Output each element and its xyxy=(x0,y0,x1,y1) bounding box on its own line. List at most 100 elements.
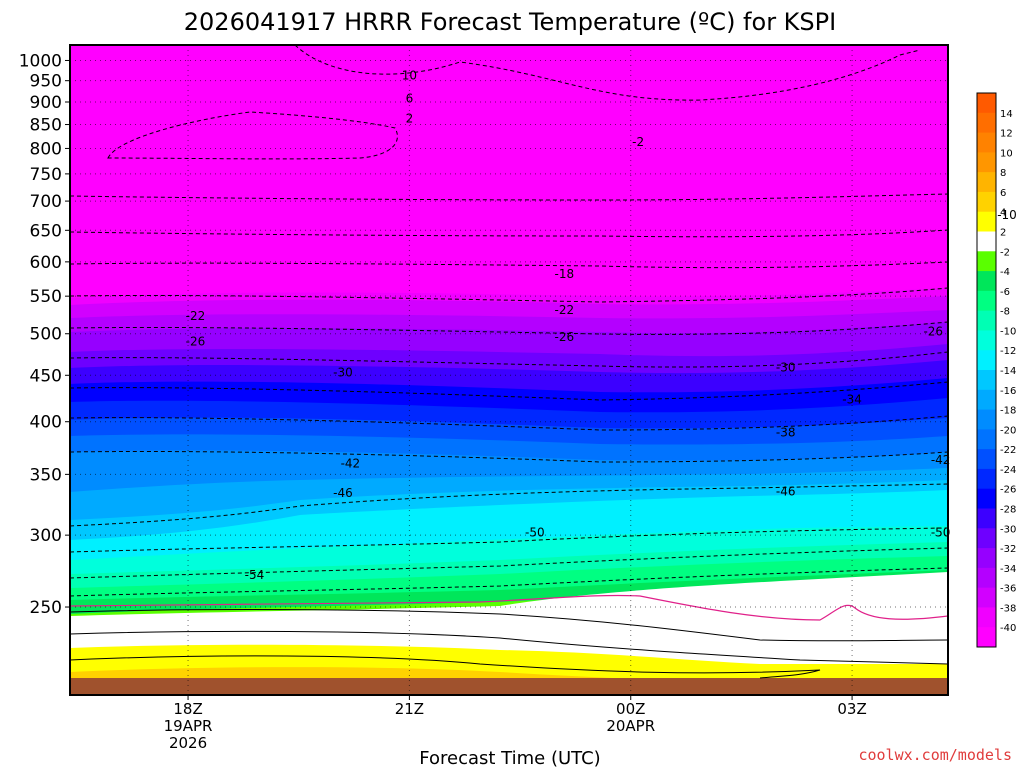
colorbar-label: 14 xyxy=(1000,109,1013,120)
contour-label: -42 xyxy=(931,453,951,467)
colorbar-swatch xyxy=(977,93,996,114)
colorbar-swatch xyxy=(977,251,996,272)
colorbar-swatch xyxy=(977,191,996,213)
colorbar-label: 2 xyxy=(1000,228,1006,239)
colorbar-label: 6 xyxy=(1000,188,1006,199)
contour-label: -10 xyxy=(997,208,1017,222)
colorbar-swatch xyxy=(977,468,996,490)
colorbar-label: -4 xyxy=(1000,267,1010,278)
colorbar-swatch xyxy=(977,370,996,391)
colorbar-label: -34 xyxy=(1000,564,1016,575)
credit-text: coolwx.com/models xyxy=(858,746,1012,764)
y-tick-label: 950 xyxy=(30,72,62,92)
contour-labels: -50-54-50-50-46-46-46-42-42-38-38-34-30-… xyxy=(186,68,1017,582)
contour-label: -42 xyxy=(341,456,361,470)
colorbar-swatch xyxy=(977,389,996,411)
x-tick-label: 20APR xyxy=(606,717,655,735)
y-tick-label: 750 xyxy=(30,165,62,185)
contour-label: -22 xyxy=(186,309,206,323)
chart-title: 2026041917 HRRR Forecast Temperature (ºC… xyxy=(184,8,836,36)
contour-label: -54 xyxy=(245,568,265,582)
y-tick-label: 550 xyxy=(30,287,62,307)
isotherm-6 xyxy=(70,630,948,665)
contour-label: -34 xyxy=(842,393,862,407)
colorbar-label: -14 xyxy=(1000,366,1016,377)
colorbar-swatch xyxy=(977,488,996,509)
colorbar-swatch xyxy=(977,409,996,430)
colorbar-label: 10 xyxy=(1000,148,1013,159)
contour-label: -2 xyxy=(632,135,644,149)
colorbar-label: -36 xyxy=(1000,584,1016,595)
contour-label: -30 xyxy=(776,360,796,374)
isotherm-minus18 xyxy=(70,450,948,463)
y-tick-label: 500 xyxy=(30,325,62,345)
y-tick-label: 1000 xyxy=(19,51,62,71)
isotherm-minus38 xyxy=(70,287,948,303)
colorbar-label: 12 xyxy=(1000,129,1013,140)
contour-label: -26 xyxy=(923,324,943,338)
colorbar-label: -16 xyxy=(1000,386,1016,397)
colorbar: 14 12 10 8 6 4 2 -2 -4 -6 -8 -10 -12 -14 -16 -18 -20 -22 -… xyxy=(976,92,1016,648)
colorbar-swatch xyxy=(977,587,996,608)
colorbar-label: -22 xyxy=(1000,445,1016,456)
isotherm-minus54 xyxy=(107,111,398,160)
colorbar-swatch xyxy=(977,429,996,450)
isotherm-minus10 xyxy=(70,527,948,553)
x-axis-label: Forecast Time (UTC) xyxy=(419,748,600,768)
plot-frame xyxy=(69,44,949,696)
colorbar-label: -32 xyxy=(1000,544,1016,555)
colorbar-swatch xyxy=(977,607,996,628)
colorbar-swatch xyxy=(977,567,996,589)
colorbar-label: 4 xyxy=(1000,208,1006,219)
colorbar-label: -30 xyxy=(1000,524,1016,535)
x-tick-label: 19APR xyxy=(164,717,213,735)
colorbar-swatch xyxy=(977,211,996,232)
colorbar-swatch xyxy=(977,271,996,292)
contour-label: -46 xyxy=(776,485,796,499)
contour-label: -26 xyxy=(555,330,575,344)
isotherm-minus50 xyxy=(70,193,948,201)
contour-label: -50 xyxy=(525,526,545,540)
x-axis-ticks: 18Z19APR202621Z00Z20APR03Z06Z09Z xyxy=(164,695,867,752)
ground-fill xyxy=(70,678,948,695)
colorbar-swatch xyxy=(977,231,996,252)
grid-lines xyxy=(70,45,948,695)
isotherm-10 xyxy=(70,655,821,679)
contour-label: -50 xyxy=(931,526,951,540)
plot-area: -50-54-50-50-46-46-46-42-42-38-38-34-30-… xyxy=(69,44,1017,696)
y-tick-label: 650 xyxy=(30,221,62,241)
isotherm-minus30 xyxy=(70,351,948,368)
colorbar-label: -28 xyxy=(1000,505,1016,516)
colorbar-label: -24 xyxy=(1000,465,1016,476)
colorbar-label: -2 xyxy=(1000,247,1010,258)
x-tick-label: 03Z xyxy=(837,700,866,718)
contour-label: -38 xyxy=(776,426,796,440)
contour-label: -18 xyxy=(555,267,575,281)
contour-label: -22 xyxy=(555,303,575,317)
y-tick-label: 250 xyxy=(30,598,62,618)
x-tick-label: 00Z xyxy=(616,700,645,718)
isotherm-minus2 xyxy=(70,567,948,597)
x-tick-label: 2026 xyxy=(169,734,207,752)
contour-label: -46 xyxy=(333,486,353,500)
isotherm-minus6 xyxy=(70,547,948,579)
colorbar-frame xyxy=(976,92,997,648)
colorbar-label: -40 xyxy=(1000,623,1016,634)
colorbar-swatch xyxy=(977,290,996,312)
colorbar-label: -20 xyxy=(1000,425,1016,436)
y-tick-label: 350 xyxy=(30,465,62,485)
colorbar-label: -12 xyxy=(1000,346,1016,357)
colorbar-swatch xyxy=(977,508,996,529)
colorbar-swatch xyxy=(977,350,996,371)
y-tick-label: 300 xyxy=(30,526,62,546)
y-tick-label: 850 xyxy=(30,116,62,136)
contour-label: -30 xyxy=(333,366,353,380)
x-tick-label: 21Z xyxy=(395,700,424,718)
isotherm-minus26 xyxy=(70,381,948,401)
colorbar-swatch xyxy=(977,548,996,569)
contour-label: 2 xyxy=(406,112,414,126)
isotherm-minus22 xyxy=(70,415,948,431)
contour-label: -26 xyxy=(186,335,206,349)
colorbar-label: -6 xyxy=(1000,287,1010,298)
